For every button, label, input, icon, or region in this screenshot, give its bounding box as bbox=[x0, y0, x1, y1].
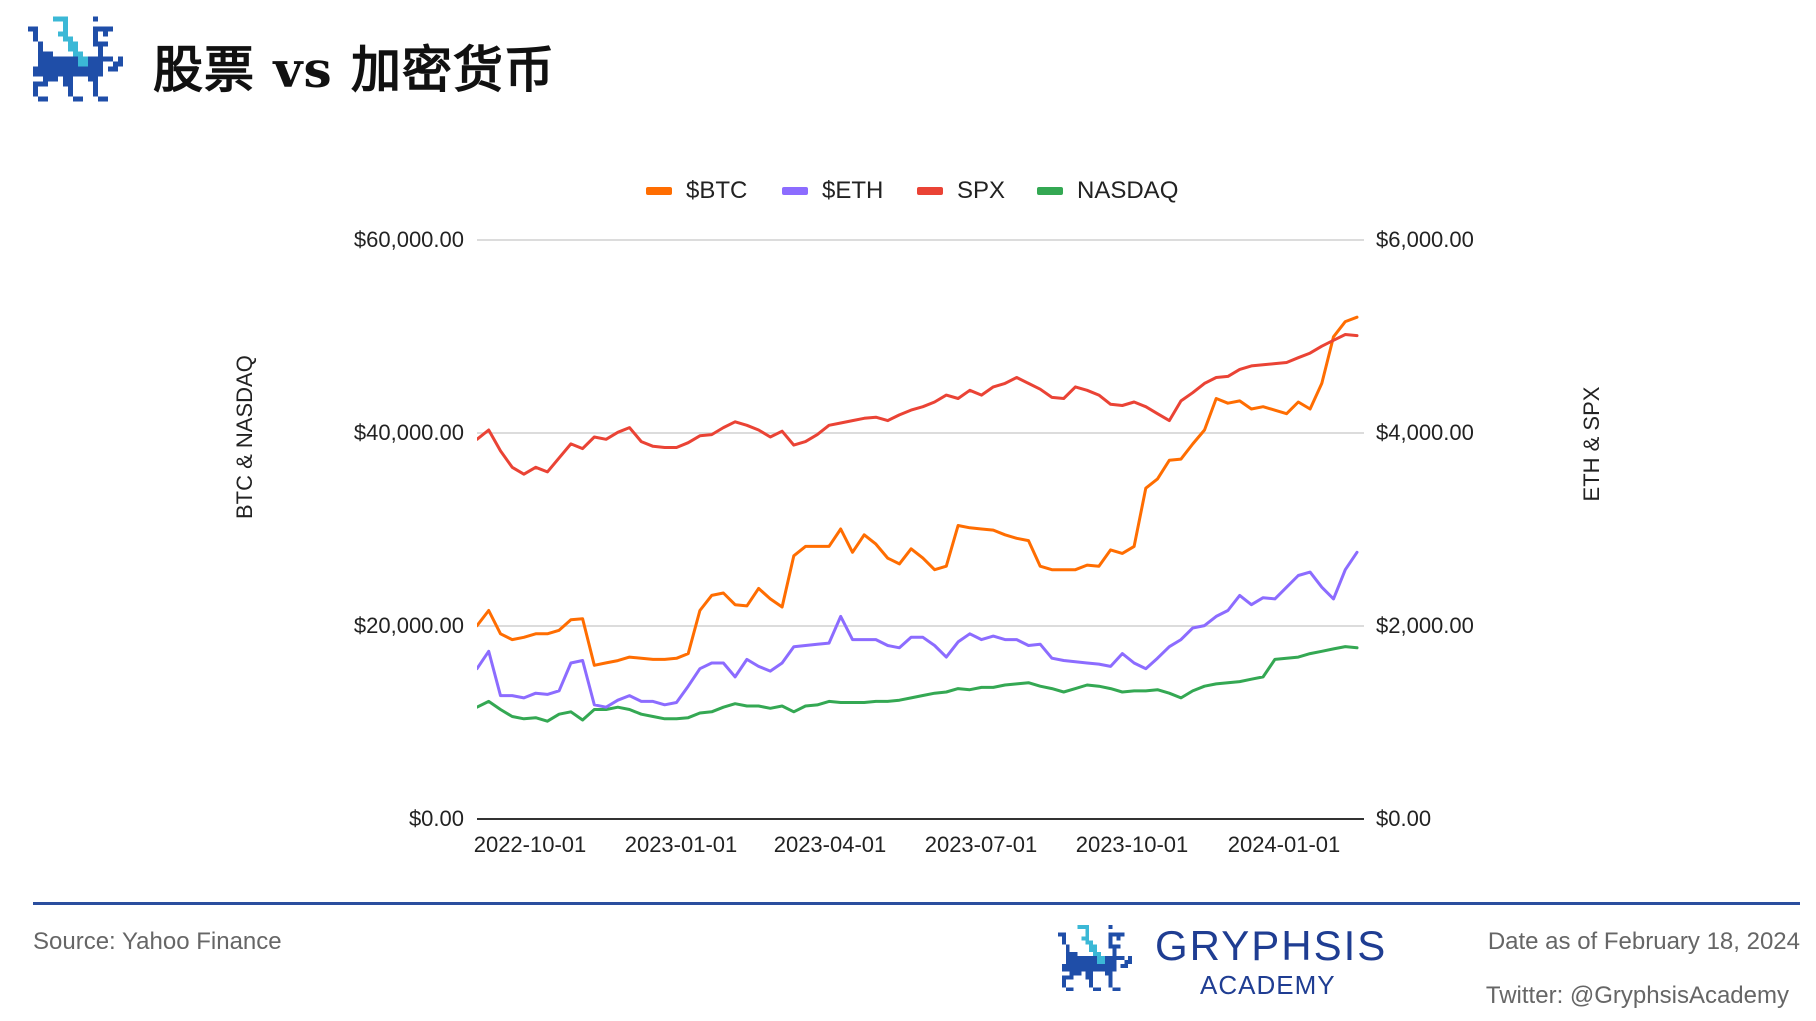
series-line-btc bbox=[477, 315, 1359, 667]
series-lines bbox=[477, 315, 1359, 723]
x-tick-2023-10: 2023-10-01 bbox=[1075, 832, 1189, 857]
footer-divider bbox=[33, 902, 1800, 905]
brand-subtitle: ACADEMY bbox=[1200, 970, 1336, 1000]
x-tick-2023-01: 2023-01-01 bbox=[624, 832, 738, 857]
date-text: Date as of February 18, 2024 bbox=[1487, 928, 1800, 955]
y-tick-right-2000: $2,000.00 bbox=[1376, 613, 1474, 638]
series-line-nasdaq bbox=[477, 645, 1359, 723]
x-tick-2023-04: 2023-04-01 bbox=[773, 832, 887, 857]
legend-label-spx: SPX bbox=[957, 177, 1006, 204]
page-title: 股票 vs 加密货币 bbox=[153, 40, 556, 99]
y-tick-right-4000: $4,000.00 bbox=[1376, 420, 1474, 445]
x-tick-2022-10: 2022-10-01 bbox=[473, 832, 587, 857]
footer-logo bbox=[1058, 922, 1136, 994]
legend-item-eth[interactable]: $ETH bbox=[782, 176, 883, 206]
legend-item-spx[interactable]: SPX bbox=[917, 176, 1005, 206]
legend-swatch-spx-icon bbox=[917, 187, 943, 195]
y-tick-left-0: $0.00 bbox=[408, 806, 464, 831]
chart-legend: $BTC $ETH SPX NASDAQ bbox=[0, 176, 1816, 206]
y-tick-left-40000: $40,000.00 bbox=[353, 420, 464, 445]
legend-item-nasdaq[interactable]: NASDAQ bbox=[1037, 176, 1178, 206]
series-line-eth bbox=[477, 550, 1359, 709]
legend-swatch-nasdaq-icon bbox=[1037, 187, 1063, 195]
y-axis-title-right: ETH & SPX bbox=[1579, 386, 1604, 502]
y-tick-left-60000: $60,000.00 bbox=[353, 227, 464, 252]
y-tick-right-0: $0.00 bbox=[1376, 806, 1432, 831]
legend-item-btc[interactable]: $BTC bbox=[646, 176, 747, 206]
brand-name: GRYPHSIS bbox=[1155, 922, 1388, 969]
legend-label-nasdaq: NASDAQ bbox=[1077, 177, 1179, 204]
legend-label-btc: $BTC bbox=[686, 177, 748, 204]
twitter-handle[interactable]: Twitter: @GryphsisAcademy bbox=[1485, 982, 1789, 1009]
x-tick-2024-01: 2024-01-01 bbox=[1227, 832, 1341, 857]
y-axis-title-left: BTC & NASDAQ bbox=[232, 355, 257, 519]
legend-swatch-eth-icon bbox=[782, 187, 808, 195]
y-tick-left-20000: $20,000.00 bbox=[353, 613, 464, 638]
line-chart-plot bbox=[477, 239, 1364, 820]
y-tick-right-6000: $6,000.00 bbox=[1376, 227, 1474, 252]
x-tick-2023-07: 2023-07-01 bbox=[924, 832, 1038, 857]
gryphon-pixel-logo-icon bbox=[28, 16, 123, 102]
gryphon-pixel-logo-icon bbox=[1058, 924, 1133, 992]
header-logo bbox=[28, 16, 128, 102]
legend-label-eth: $ETH bbox=[822, 177, 884, 204]
legend-swatch-btc-icon bbox=[646, 187, 672, 195]
gridlines bbox=[477, 239, 1364, 820]
series-line-spx bbox=[477, 333, 1359, 476]
source-text: Source: Yahoo Finance bbox=[33, 928, 282, 955]
